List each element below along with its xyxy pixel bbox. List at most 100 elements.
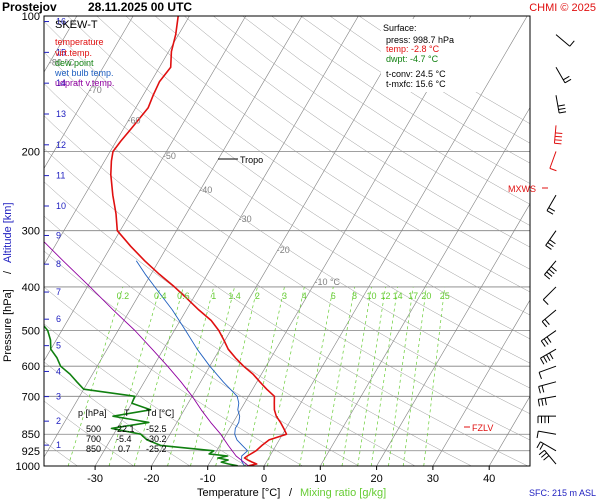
table-cell: 850 — [86, 444, 101, 454]
mixing-ratio-label: 8 — [352, 291, 357, 301]
mixing-ratio-label: 0.4 — [154, 291, 167, 301]
wind-barb — [546, 194, 557, 215]
pressure-tick-label: 850 — [22, 429, 40, 441]
isotherm — [432, 299, 530, 466]
altitude-tick-label: 5 — [56, 341, 61, 351]
mixing-ratio-label: 10 — [366, 291, 376, 301]
mixing-ratio-label: 0.2 — [117, 291, 130, 301]
axes-layer: -30 -20 -10 0 10 20 30 401002003004005006007008… — [16, 11, 531, 485]
dry-adiabat — [44, 51, 530, 389]
tropopause-label: Tropo — [240, 155, 263, 165]
mixing-ratio-line — [167, 286, 215, 466]
x-axis-title-mix: Mixing ratio [g/kg] — [300, 487, 386, 499]
mixing-ratio-line — [341, 286, 372, 466]
surface-press: press: 998.7 hPa — [386, 35, 454, 45]
x-axis-title-temp: Temperature [°C] — [197, 487, 280, 499]
mixing-ratio-line — [388, 286, 414, 466]
mixing-ratio-line — [423, 286, 446, 466]
pressure-tick-label: 1000 — [16, 461, 40, 473]
wind-barb — [542, 286, 557, 305]
station-name: Prostejov — [2, 0, 57, 14]
wind-barb — [540, 330, 557, 347]
table-cell: 0.7 — [118, 444, 131, 454]
dry-adiabat — [44, 115, 530, 441]
series-layer — [44, 16, 288, 466]
isotherm — [546, 16, 600, 466]
altitude-tick-label: 2 — [56, 416, 61, 426]
mixing-ratio-label: 20 — [421, 291, 431, 301]
surface-tmxfc: t-mxfc: 15.6 °C — [386, 79, 446, 89]
wind-barbs — [536, 34, 575, 465]
mixing-ratio-line — [67, 286, 124, 466]
wind-barb — [541, 309, 557, 328]
dry-adiabat — [44, 250, 360, 466]
mixing-ratio-line — [245, 286, 285, 466]
isotherm — [44, 16, 247, 362]
legend-wet-bulb: wet bulb temp. — [54, 68, 114, 78]
altitude-tick-label: 6 — [56, 314, 61, 324]
plot-frame — [43, 15, 531, 467]
x-tick-label: -20 — [143, 473, 159, 485]
wind-barb — [544, 260, 557, 280]
pressure-tick-label: 400 — [22, 282, 40, 294]
legend-dew-point: dew point — [55, 58, 94, 68]
altitude-tick-label: 11 — [56, 171, 65, 181]
isotherm-label: -30 — [239, 214, 252, 224]
altitude-tick-label: 12 — [56, 140, 66, 150]
altitude-tick-label: 3 — [56, 392, 61, 402]
dry-adiabat — [67, 16, 530, 340]
legend: SKEW-T temperature virt.temp. dew point … — [54, 19, 114, 88]
legend-temperature: temperature — [55, 37, 104, 47]
altitude-tick-label: 13 — [56, 109, 66, 119]
dry-adiabat — [213, 16, 530, 226]
isotherm — [263, 16, 528, 466]
legend-title: SKEW-T — [55, 19, 98, 31]
isotherm — [44, 16, 134, 169]
x-axis-sep: / — [289, 487, 293, 499]
dry-adiabat — [44, 83, 530, 415]
surface-temp: temp: -2.8 °C — [386, 44, 440, 54]
table-cell: 700 — [86, 434, 101, 444]
isotherm-label: -70 — [89, 85, 102, 95]
mixing-ratio-label: 12 — [381, 291, 391, 301]
isotherm-label: -60 — [127, 115, 140, 125]
table-cell: -25.2 — [146, 444, 167, 454]
y-axis-title: Pressure [hPa] / Altitude [km] — [2, 202, 14, 362]
pressure-tick-label: 100 — [22, 11, 40, 23]
mixing-ratio-label: 1.4 — [228, 291, 241, 301]
x-tick-label: 30 — [427, 473, 439, 485]
sounding-datetime: 28.11.2025 00 UTC — [88, 0, 192, 14]
table-cell: -22.1 — [114, 424, 135, 434]
altitude-tick-label: 8 — [56, 259, 61, 269]
mixing-ratio-label: 2 — [255, 291, 260, 301]
pressure-tick-label: 925 — [22, 446, 40, 458]
wind-barb — [537, 395, 557, 407]
altitude-tick-label: 4 — [56, 366, 61, 376]
mixing-ratio-label: 4 — [302, 291, 307, 301]
fzlv-label: FZLV — [472, 423, 493, 433]
mixing-ratio-line — [322, 286, 355, 466]
wind-barb — [555, 95, 567, 114]
table-cell: -5.4 — [116, 434, 132, 444]
altitude-tick-label: 16 — [56, 17, 66, 27]
mixing-ratio-line — [299, 286, 334, 466]
altitude-tick-label: 14 — [56, 78, 66, 88]
wind-barb — [555, 67, 572, 84]
dry-adiabat — [242, 16, 530, 205]
table-cell: 500 — [86, 424, 101, 434]
wind-barb — [555, 34, 575, 47]
mixing-ratio-label: 3 — [282, 291, 287, 301]
dry-adiabat — [44, 21, 530, 364]
mixing-ratio-label: 14 — [393, 291, 403, 301]
isotherm-label: -10 °C — [314, 277, 340, 287]
y-axis-title-press: Pressure [hPa] — [2, 289, 14, 362]
mixing-ratio-line — [108, 286, 161, 466]
dry-adiabat — [44, 323, 247, 466]
table-cell: -30.2 — [146, 434, 167, 444]
x-tick-label: 10 — [314, 473, 326, 485]
series-udpraft-v-temp — [44, 241, 249, 466]
mixing-ratio-line — [215, 286, 258, 466]
pressure-tick-label: 600 — [22, 361, 40, 373]
